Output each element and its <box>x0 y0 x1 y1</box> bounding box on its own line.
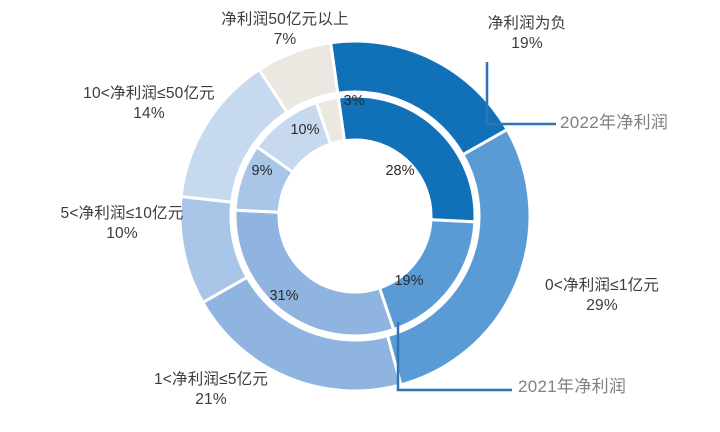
outer-label-pct-5: 7% <box>273 30 297 48</box>
inner-ring-value-3: 9% <box>252 163 273 179</box>
inner-slice-0[interactable] <box>336 94 477 224</box>
outer-label-name-5: 净利润50亿元以上 <box>221 11 349 28</box>
outer-label-name-1: 0<净利润≤1亿元 <box>544 277 660 294</box>
callout-2021-leader-line <box>396 322 512 392</box>
callout-leader-lines <box>396 62 556 392</box>
outer-label-pct-1: 29% <box>586 296 618 314</box>
outer-label-name-2: 1<净利润≤5亿元 <box>153 371 269 388</box>
callout-2022-leader-line <box>485 62 556 126</box>
outer-label-name-3: 5<净利润≤10亿元 <box>60 205 184 222</box>
inner-ring-value-1: 19% <box>394 273 423 289</box>
outer-label-pct-4: 14% <box>133 104 165 122</box>
outer-slice-5[interactable] <box>257 41 340 115</box>
inner-ring-value-labels: 28% 19% 31% 9% 10% 3% <box>252 93 424 304</box>
inner-slice-5[interactable] <box>314 95 347 146</box>
outer-label-pct-0: 19% <box>511 34 543 52</box>
outer-label-5: 净利润50亿元以上 7% <box>190 10 380 50</box>
inner-slice-2[interactable] <box>233 208 396 338</box>
outer-label-1: 0<净利润≤1亿元 29% <box>512 276 692 316</box>
outer-label-name-4: 10<净利润≤50亿元 <box>83 85 215 102</box>
callout-2022-label: 2022年净利润 <box>560 113 669 132</box>
outer-label-2: 1<净利润≤5亿元 21% <box>126 370 296 410</box>
inner-ring-value-5: 3% <box>344 93 365 109</box>
outer-label-pct-3: 10% <box>106 224 138 242</box>
inner-ring-value-2: 31% <box>269 288 298 304</box>
inner-ring-value-0: 28% <box>385 163 414 179</box>
outer-label-0: 净利润为负 19% <box>452 14 602 54</box>
outer-label-pct-2: 21% <box>195 390 227 408</box>
inner-ring-2021 <box>233 94 477 338</box>
outer-label-4: 10<净利润≤50亿元 14% <box>54 84 244 124</box>
outer-ring-2022 <box>178 39 532 393</box>
outer-label-name-0: 净利润为负 <box>487 15 567 32</box>
outer-label-3: 5<净利润≤10亿元 10% <box>32 204 212 244</box>
inner-ring-value-4: 10% <box>290 122 319 138</box>
callout-2021-label: 2021年净利润 <box>518 377 627 396</box>
